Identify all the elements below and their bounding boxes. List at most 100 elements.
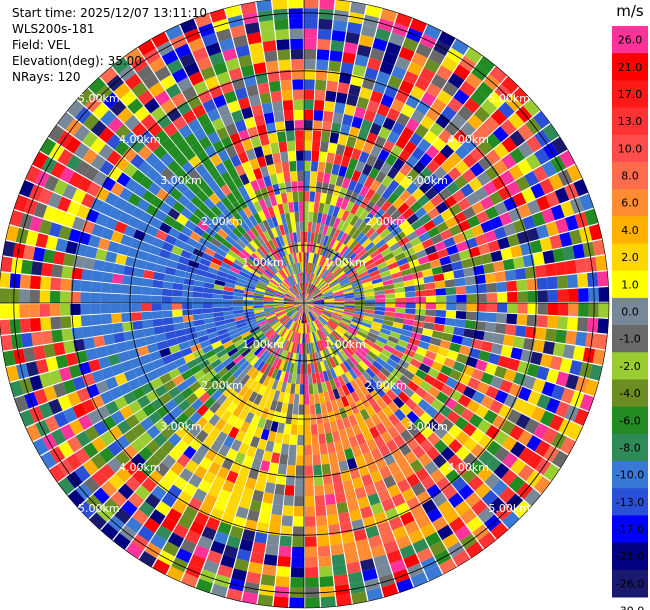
velocity-gate-cell: [182, 284, 194, 292]
velocity-gate-cell: [369, 90, 384, 104]
velocity-gate-cell: [237, 397, 249, 409]
velocity-gate-cell: [236, 371, 247, 383]
velocity-gate-cell: [441, 432, 456, 447]
velocity-gate-cell: [575, 258, 587, 274]
velocity-gate-cell: [304, 303, 310, 312]
velocity-gate-cell: [143, 517, 161, 534]
velocity-gate-cell: [350, 203, 360, 215]
velocity-gate-cell: [477, 139, 493, 156]
velocity-gate-cell: [385, 153, 398, 167]
velocity-gate-cell: [375, 196, 387, 208]
velocity-gate-cell: [272, 262, 280, 272]
velocity-gate-cell: [253, 426, 264, 439]
velocity-gate-cell: [262, 40, 277, 52]
velocity-gate-cell: [340, 62, 354, 75]
velocity-gate-cell: [231, 109, 244, 123]
velocity-gate-cell: [284, 295, 295, 300]
velocity-gate-cell: [151, 31, 170, 48]
velocity-gate-cell: [65, 136, 82, 154]
velocity-gate-cell: [282, 317, 291, 326]
velocity-gate-cell: [427, 343, 440, 354]
velocity-gate-cell: [243, 194, 253, 207]
velocity-gate-cell: [217, 367, 229, 378]
velocity-gate-cell: [486, 312, 497, 323]
velocity-gate-cell: [19, 180, 35, 198]
velocity-gate-cell: [188, 71, 204, 86]
velocity-gate-cell: [65, 240, 78, 255]
velocity-gate-cell: [371, 321, 383, 328]
velocity-gate-cell: [297, 424, 304, 436]
velocity-gate-cell: [333, 290, 344, 295]
velocity-gate-cell: [213, 316, 225, 323]
velocity-gate-cell: [413, 431, 427, 445]
velocity-gate-cell: [342, 313, 354, 319]
velocity-gate-cell: [264, 153, 274, 166]
velocity-gate-cell: [407, 563, 424, 578]
velocity-gate-cell: [250, 369, 260, 380]
velocity-gate-cell: [420, 91, 437, 107]
velocity-gate-cell: [434, 240, 447, 252]
velocity-gate-cell: [517, 141, 534, 159]
velocity-gate-cell: [62, 212, 76, 228]
velocity-gate-cell: [412, 243, 425, 253]
velocity-gate-cell: [367, 245, 378, 255]
velocity-gate-cell: [233, 141, 246, 155]
velocity-gate-cell: [85, 208, 100, 223]
velocity-gate-cell: [401, 353, 413, 364]
velocity-gate-cell: [373, 158, 385, 171]
velocity-gate-cell: [378, 265, 390, 274]
colorbar-swatch: [612, 488, 648, 516]
velocity-gate-cell: [507, 358, 521, 372]
velocity-gate-cell: [248, 255, 259, 265]
velocity-gate-cell: [314, 352, 320, 363]
velocity-gate-cell: [365, 4, 382, 18]
velocity-gate-cell: [309, 242, 314, 253]
velocity-gate-cell: [29, 289, 40, 303]
velocity-gate-cell: [254, 311, 265, 317]
velocity-gate-cell: [304, 414, 311, 425]
velocity-gate-cell: [98, 126, 115, 144]
velocity-gate-cell: [223, 290, 234, 296]
velocity-gate-cell: [328, 237, 337, 249]
velocity-gate-cell: [216, 126, 229, 140]
velocity-gate-cell: [320, 314, 330, 321]
velocity-gate-cell: [35, 359, 49, 375]
velocity-gate-cell: [285, 306, 295, 312]
velocity-gate-cell: [118, 382, 132, 396]
velocity-gate-cell: [152, 159, 167, 174]
velocity-gate-cell: [33, 202, 48, 219]
velocity-gate-cell: [406, 473, 421, 488]
velocity-gate-cell: [171, 350, 184, 361]
velocity-gate-cell: [447, 97, 464, 113]
velocity-gate-cell: [353, 261, 364, 270]
velocity-gate-cell: [442, 533, 460, 549]
velocity-gate-cell: [396, 456, 410, 470]
velocity-gate-cell: [248, 391, 258, 403]
velocity-gate-cell: [101, 415, 117, 431]
velocity-gate-cell: [232, 188, 243, 201]
velocity-gate-cell: [410, 265, 422, 274]
velocity-gate-cell: [181, 175, 195, 188]
velocity-gate-cell: [212, 61, 228, 76]
velocity-gate-cell: [266, 267, 276, 276]
velocity-gate-cell: [169, 187, 183, 201]
velocity-gate-cell: [239, 328, 250, 336]
velocity-gate-cell: [342, 287, 354, 293]
velocity-gate-cell: [333, 574, 349, 586]
velocity-gate-cell: [204, 349, 216, 359]
velocity-gate-cell: [393, 171, 406, 185]
velocity-gate-cell: [494, 323, 507, 334]
velocity-gate-cell: [355, 231, 365, 243]
velocity-gate-cell: [184, 326, 196, 335]
velocity-gate-cell: [101, 272, 114, 283]
velocity-gate-cell: [437, 346, 450, 358]
velocity-gate-cell: [170, 461, 185, 476]
velocity-gate-cell: [260, 323, 270, 331]
velocity-gate-cell: [338, 460, 349, 472]
velocity-gate-cell: [589, 364, 603, 381]
velocity-gate-cell: [192, 285, 204, 293]
velocity-gate-cell: [436, 221, 449, 234]
velocity-gate-cell: [227, 249, 238, 259]
velocity-gate-cell: [480, 341, 493, 353]
velocity-gate-cell: [133, 408, 148, 423]
